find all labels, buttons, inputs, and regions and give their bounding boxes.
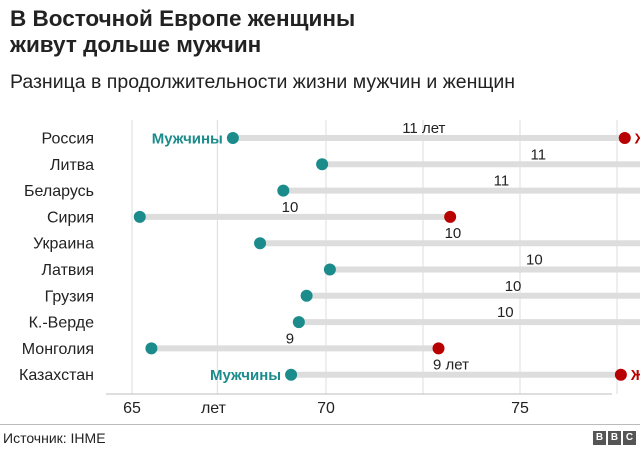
gap-label: 9 лет bbox=[433, 357, 469, 374]
gap-label: 10 bbox=[497, 304, 514, 321]
country-label: Беларусь bbox=[24, 183, 94, 200]
women-point bbox=[432, 342, 445, 355]
gap-label: 9 bbox=[286, 330, 294, 347]
chart-subtitle: Разница в продолжительности жизни мужчин… bbox=[10, 71, 516, 93]
men-point bbox=[277, 184, 290, 197]
source-note: Источник: IHME bbox=[3, 430, 106, 446]
country-label: Литва bbox=[50, 157, 94, 174]
country-label: Латвия bbox=[42, 262, 94, 279]
men-point bbox=[133, 210, 146, 223]
x-tick-label: 75 bbox=[511, 400, 529, 417]
chart-title: В Восточной Европе женщины живут дольше … bbox=[10, 6, 355, 58]
legend-label-women: Женщины bbox=[630, 367, 640, 384]
men-point bbox=[226, 132, 239, 144]
country-label: Украина bbox=[33, 236, 94, 253]
women-point bbox=[444, 210, 457, 223]
country-label: Монголия bbox=[22, 341, 94, 358]
chart-title-line-1: В Восточной Европе женщины bbox=[10, 6, 356, 31]
dumbbell-chart: 65лет707580летРоссия11 летМужчиныЖенщины… bbox=[19, 120, 640, 417]
gap-label: 10 bbox=[505, 278, 522, 295]
x-tick-label: 65 bbox=[123, 400, 141, 417]
legend-label-men: Мужчины bbox=[152, 131, 223, 148]
country-label: Грузия bbox=[45, 288, 94, 305]
bbc-logo: B B C bbox=[593, 431, 636, 445]
bbc-logo-letter: C bbox=[623, 431, 636, 445]
men-point bbox=[323, 263, 336, 276]
gap-label: 11 лет bbox=[402, 120, 445, 137]
x-tick-label: 70 bbox=[317, 400, 335, 417]
gap-label: 10 bbox=[526, 252, 543, 269]
footer-divider bbox=[0, 424, 640, 425]
men-point bbox=[285, 368, 298, 381]
gap-label: 11 bbox=[530, 146, 546, 163]
country-label: К.-Верде bbox=[29, 315, 95, 332]
women-point bbox=[618, 132, 631, 144]
men-point bbox=[292, 316, 305, 329]
gap-label: 10 bbox=[445, 225, 462, 242]
men-point bbox=[300, 289, 313, 302]
legend-label-men: Мужчины bbox=[210, 367, 281, 384]
men-point bbox=[145, 342, 158, 355]
bbc-logo-letter: B bbox=[593, 431, 606, 445]
gap-label: 10 bbox=[282, 199, 299, 216]
x-tick-label: лет bbox=[201, 400, 227, 417]
gap-label: 11 bbox=[494, 173, 510, 190]
men-point bbox=[254, 237, 267, 250]
chart-title-line-2: живут дольше мужчин bbox=[10, 32, 262, 57]
women-point bbox=[614, 368, 627, 381]
legend-label-women: Женщины bbox=[634, 131, 640, 148]
country-label: Россия bbox=[42, 131, 94, 148]
bbc-logo-letter: B bbox=[608, 431, 621, 445]
country-label: Казахстан bbox=[19, 367, 94, 384]
country-label: Сирия bbox=[47, 209, 94, 226]
men-point bbox=[316, 158, 329, 171]
